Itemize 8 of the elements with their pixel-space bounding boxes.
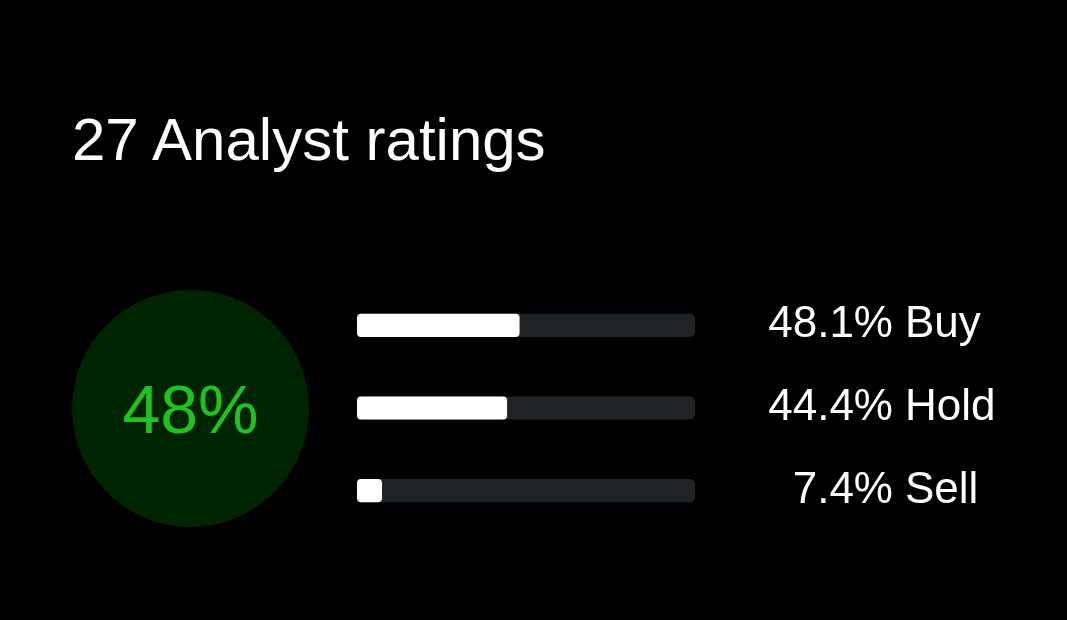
chart-title: 27 Analyst ratings xyxy=(72,105,546,175)
y-tick-label: Sell xyxy=(905,462,979,512)
y-tick-label: Buy xyxy=(905,297,981,347)
data-label: 44.4% xyxy=(768,380,893,430)
data-label: 48.1% xyxy=(768,297,893,347)
y-tick-label: Hold xyxy=(905,380,996,430)
data-label: 7.4% xyxy=(792,462,893,512)
circle-badge: 48% xyxy=(72,290,309,527)
